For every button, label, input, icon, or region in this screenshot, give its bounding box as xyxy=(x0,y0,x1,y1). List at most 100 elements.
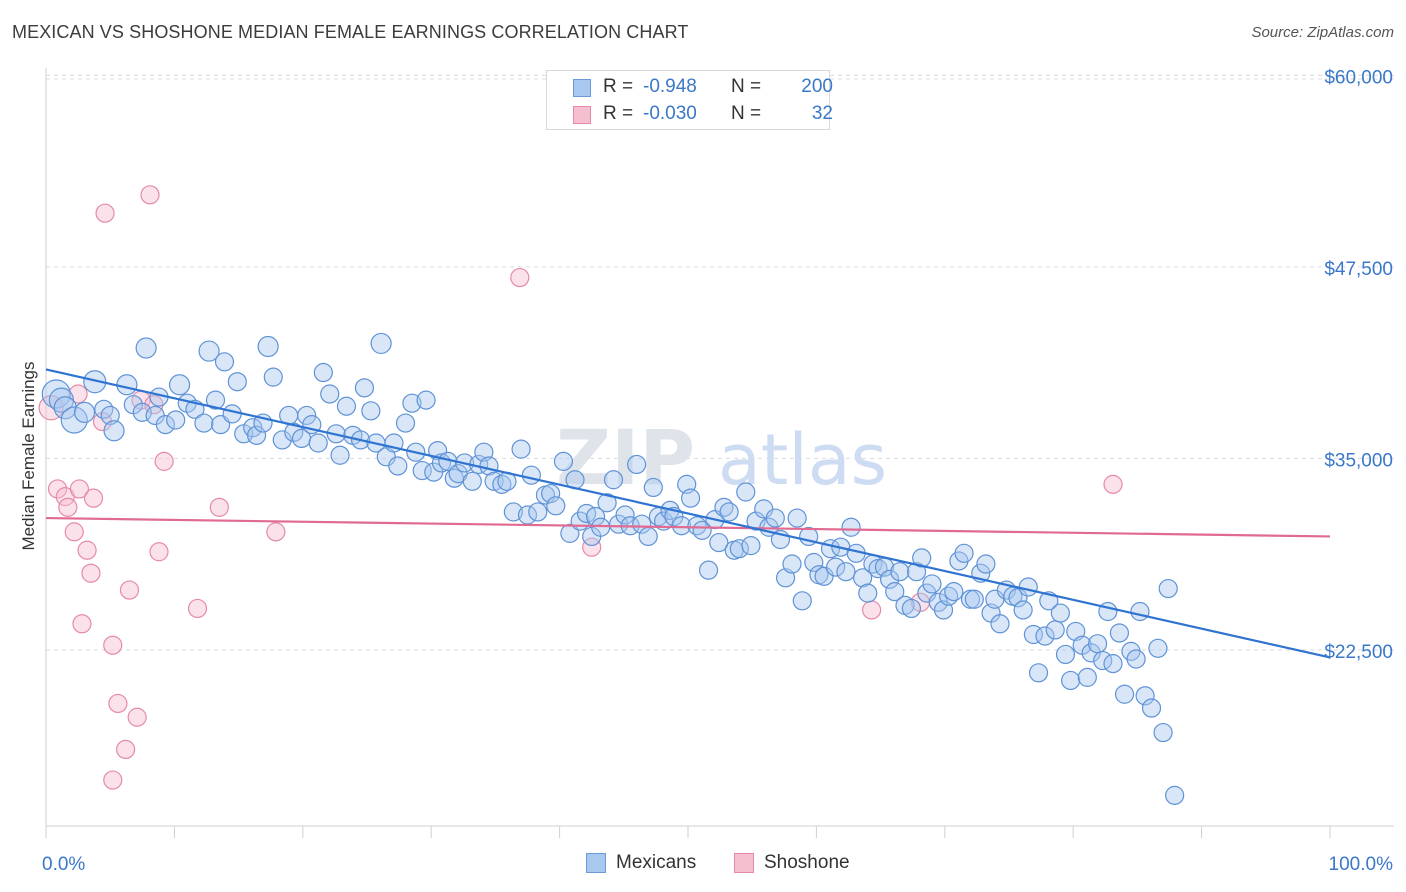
mexicans-point xyxy=(272,430,292,450)
legend-swatch-shoshone xyxy=(573,106,591,124)
mexicans-point xyxy=(546,496,566,516)
mexicans-point xyxy=(257,335,279,358)
y-tick-label: $47,500 xyxy=(1324,259,1393,280)
bottom-legend-label-shoshone: Shoshone xyxy=(764,852,850,873)
mexicans-point xyxy=(402,393,422,413)
chart-title: MEXICAN VS SHOSHONE MEDIAN FEMALE EARNIN… xyxy=(12,22,689,42)
mexicans-point xyxy=(944,582,964,602)
mexicans-point xyxy=(100,405,120,426)
trend-lines xyxy=(45,368,1331,659)
legend-swatch-mexicans xyxy=(573,79,591,97)
legend-r-value: -0.948 xyxy=(643,76,697,97)
mexicans-point xyxy=(1055,644,1076,665)
shoshone-point xyxy=(116,739,136,760)
shoshone-point xyxy=(95,203,115,223)
legend-r-label: R = xyxy=(603,76,634,97)
mexicans-point xyxy=(692,520,712,540)
y-tick-label: $22,500 xyxy=(1324,642,1393,663)
shoshone-point xyxy=(69,479,89,499)
mexicans-point xyxy=(922,574,942,594)
mexicans-point xyxy=(597,493,617,513)
mexicans-point xyxy=(155,415,176,435)
mexicans-point xyxy=(135,337,157,359)
mexicans-point xyxy=(853,568,873,588)
mexicans-point xyxy=(528,502,548,522)
y-tick-label: $60,000 xyxy=(1324,67,1393,88)
grid-lines xyxy=(46,74,1394,651)
mexicans-point xyxy=(416,390,436,410)
mexicans-point xyxy=(553,451,574,471)
mexicans-point xyxy=(511,439,531,459)
shoshone-point xyxy=(1103,474,1123,494)
shoshone-point xyxy=(862,600,882,620)
mexicans-point xyxy=(901,598,922,619)
mexicans-point xyxy=(395,413,416,433)
mexicans-point xyxy=(308,433,328,453)
mexicans-point xyxy=(1130,601,1150,622)
mexicans-point xyxy=(782,554,802,574)
mexicans-point xyxy=(1050,603,1070,623)
mexicans-point xyxy=(198,340,220,362)
mexicans-point xyxy=(709,532,729,553)
mexicans-point xyxy=(297,405,317,426)
shoshone-point xyxy=(510,267,530,288)
axes xyxy=(45,68,1394,838)
mexicans-point xyxy=(741,536,761,556)
shoshone-point xyxy=(149,542,169,562)
mexicans-point xyxy=(787,508,807,528)
shoshone-point xyxy=(108,693,128,714)
mexicans-point xyxy=(1109,623,1130,643)
tick-labels: $60,000 $47,500 $35,000 $22,500 0.0% 100.0% xyxy=(42,67,1393,875)
mexicans-point xyxy=(168,374,191,396)
mexicans-point xyxy=(1141,698,1162,718)
mexicans-point xyxy=(388,456,408,476)
legend-n-label: N = xyxy=(731,76,762,97)
mexicans-point xyxy=(492,474,512,494)
mexicans-point xyxy=(521,465,541,485)
mexicans-point xyxy=(841,517,861,537)
shoshone-point xyxy=(187,598,208,619)
mexicans-point xyxy=(836,562,856,582)
y-axis-label: Median Female Earnings xyxy=(19,362,38,551)
mexicans-point xyxy=(541,483,561,504)
legend-n-value: 200 xyxy=(801,76,833,97)
shoshone-point xyxy=(103,635,123,655)
mexicans-point xyxy=(336,396,357,416)
mexicans-point xyxy=(73,401,96,423)
shoshone-point xyxy=(140,185,160,205)
shoshone-point xyxy=(582,537,602,557)
mexicans-point xyxy=(632,514,652,534)
mexicans-point xyxy=(1035,626,1055,646)
mexicans-point xyxy=(879,569,900,589)
shoshone-point xyxy=(119,580,140,600)
mexicans-point xyxy=(214,352,235,372)
stats-legend: R = -0.948 N = 200 R = -0.030 N = 32 xyxy=(546,70,833,130)
mexicans-point xyxy=(671,516,692,536)
mexicans-point xyxy=(990,614,1010,634)
mexicans-trend-line xyxy=(45,368,1331,659)
shoshone-point xyxy=(77,540,97,560)
shoshone-point xyxy=(58,497,78,517)
bottom-legend-swatch-mexicans xyxy=(586,853,606,873)
mexicans-point xyxy=(462,471,482,491)
mexicans-point xyxy=(804,552,824,573)
mexicans-point xyxy=(654,511,674,531)
shoshone-point xyxy=(72,614,92,634)
mexicans-point xyxy=(643,477,663,498)
series-mexicans xyxy=(41,332,1185,805)
mexicans-point xyxy=(330,445,350,465)
mexicans-point xyxy=(826,557,846,577)
mexicans-point xyxy=(503,502,523,522)
bottom-legend-swatch-shoshone xyxy=(734,853,754,873)
mexicans-point xyxy=(370,332,392,355)
mexicans-point xyxy=(792,591,812,611)
mexicans-point xyxy=(1126,649,1146,669)
mexicans-point xyxy=(83,370,107,394)
mexicans-point xyxy=(1103,654,1123,674)
mexicans-point xyxy=(227,372,247,392)
mexicans-point xyxy=(976,554,996,574)
shoshone-point xyxy=(81,563,101,583)
mexicans-point xyxy=(964,589,984,609)
mexicans-point xyxy=(354,378,375,398)
